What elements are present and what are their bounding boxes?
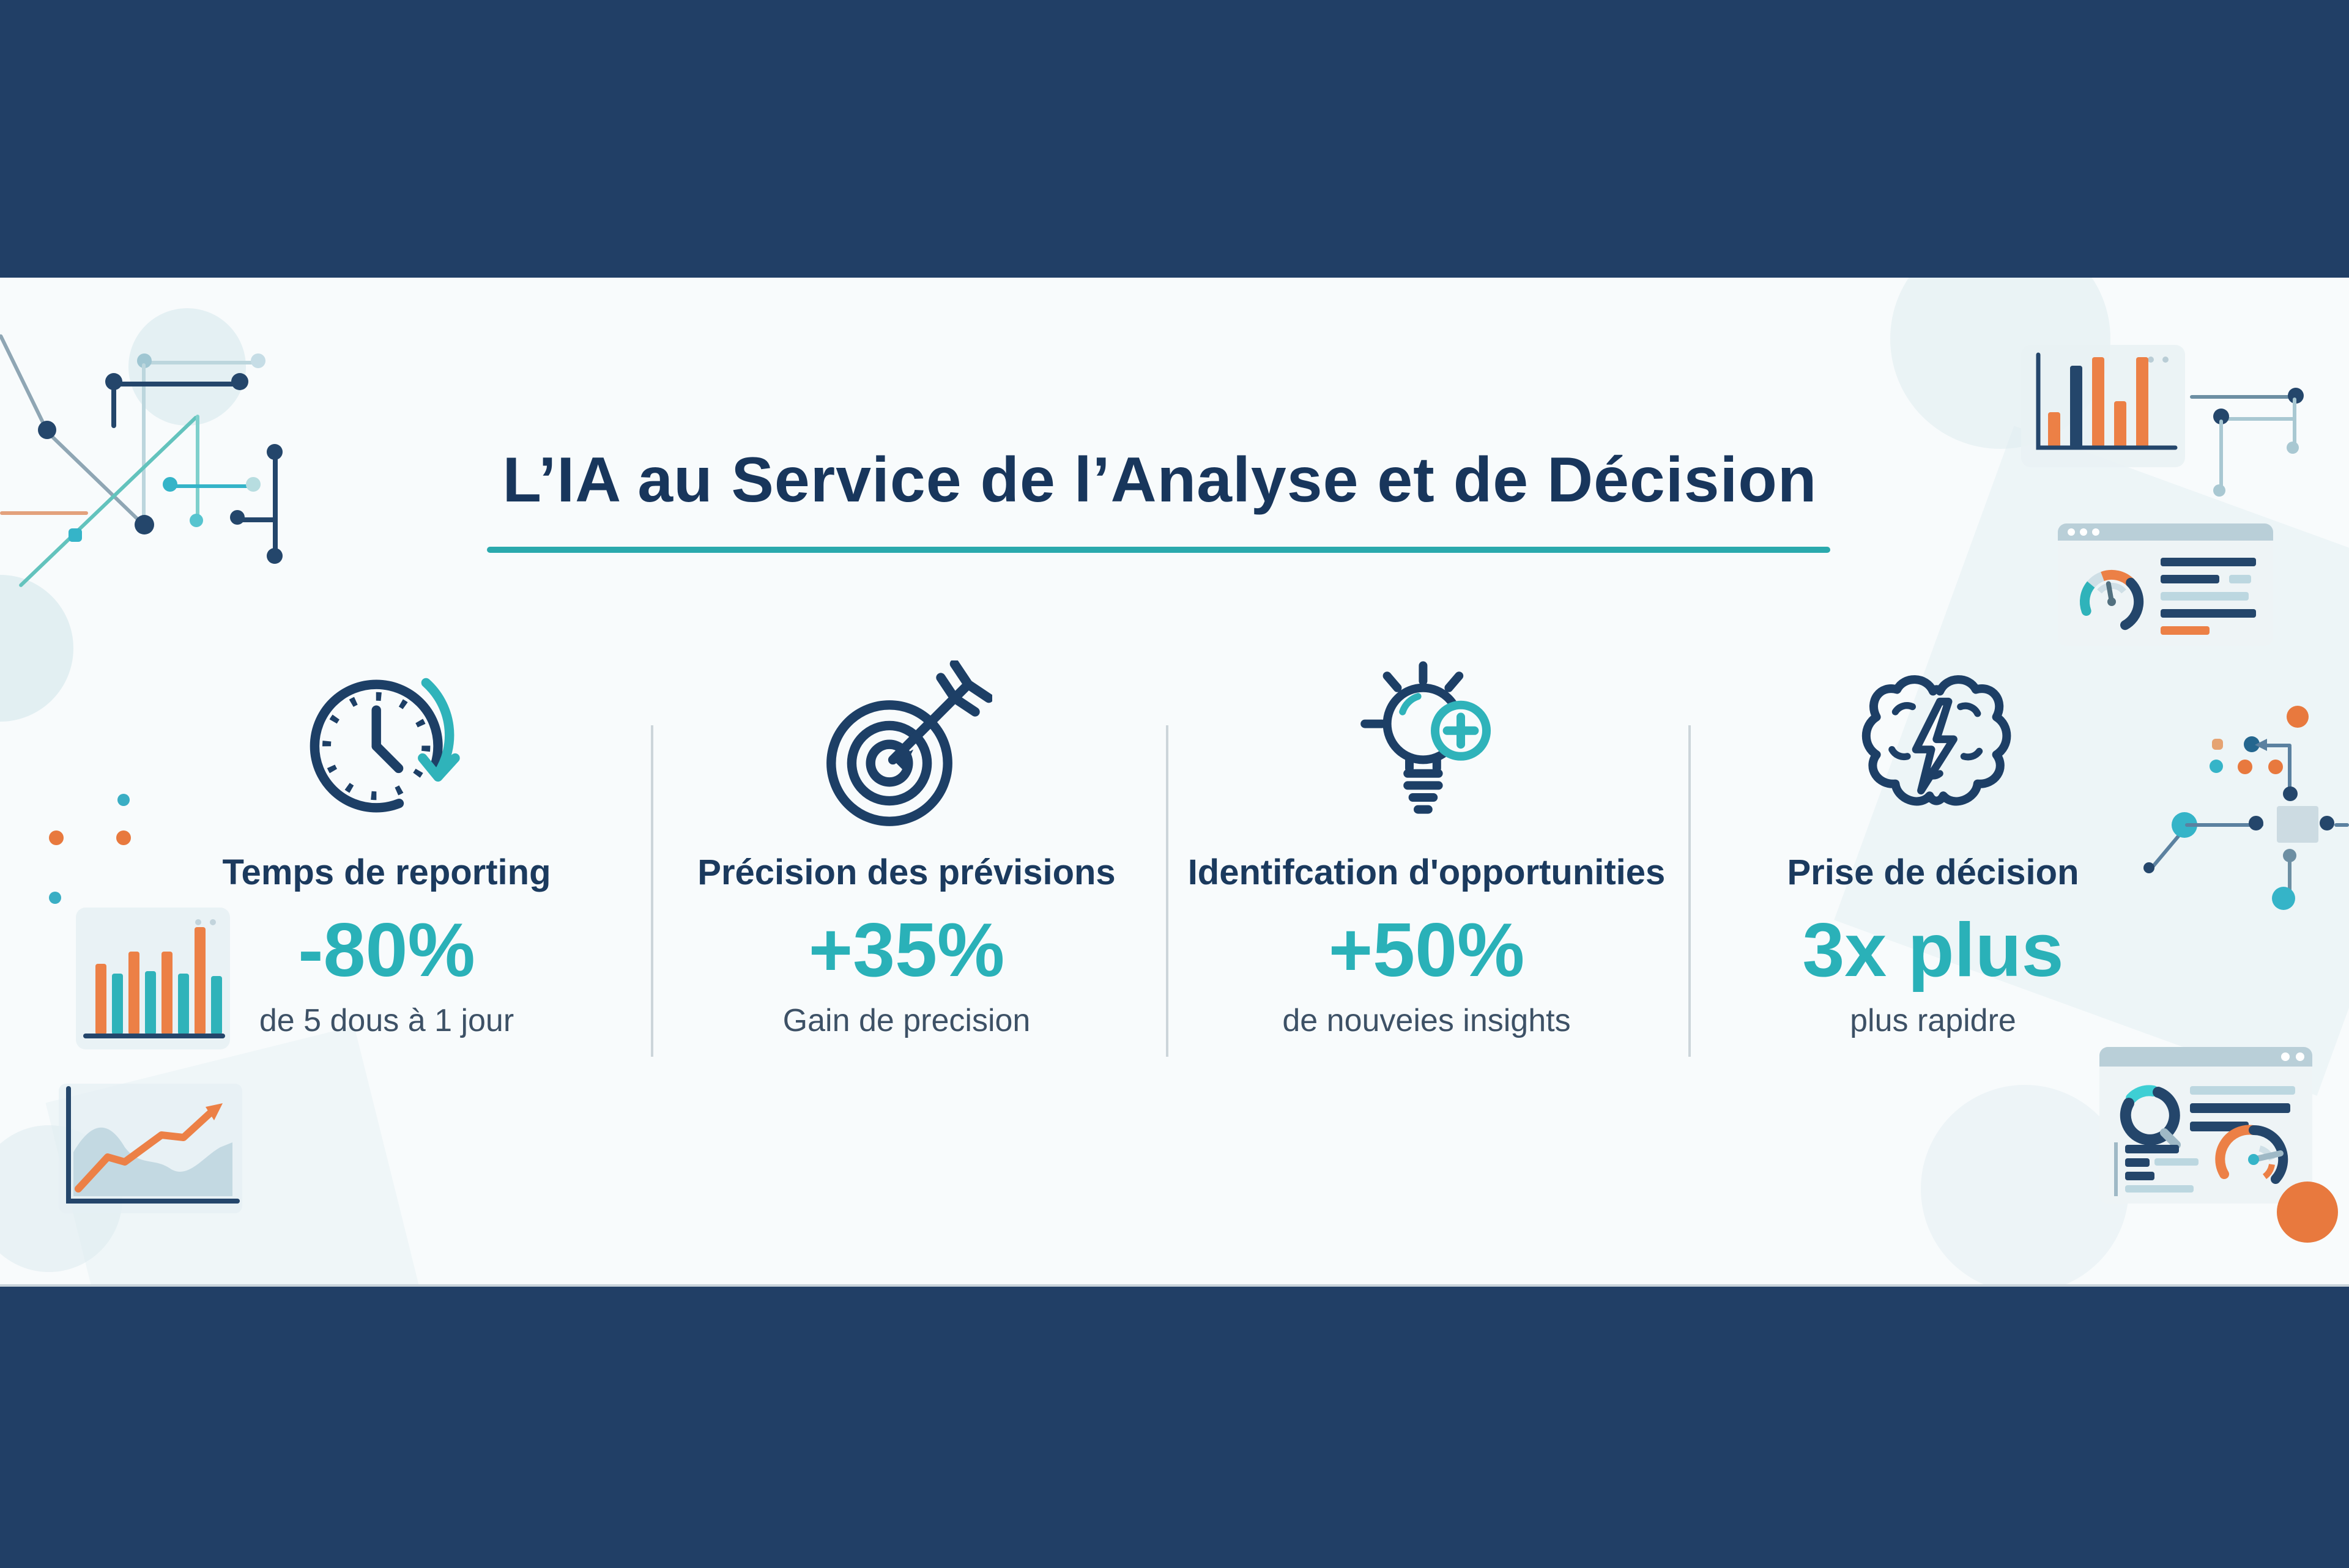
page-title: L’IA au Service de l’Analyse et de Décis… (502, 445, 1817, 516)
dashboard-donut-thumbnail (2099, 1047, 2312, 1204)
background-blob (0, 575, 73, 722)
top-band (0, 0, 2349, 278)
brain-lightning-icon (1861, 675, 2011, 806)
kpi-stat: 3x plus (1802, 909, 2064, 993)
kpi-column-precision: Précision des prévisions +35% Gain de pr… (662, 660, 1151, 1040)
bar-chart-thumbnail (2021, 345, 2185, 467)
title-underline (487, 547, 1830, 553)
kpi-column-opportunities: Identifcation d'opportunities +50% de no… (1157, 660, 1696, 1040)
kpi-label: Temps de reporting (222, 854, 551, 893)
kpi-stat: +50% (1328, 909, 1525, 993)
kpi-column-decision: Prise de décision 3x plus plus rapidre (1676, 660, 2190, 1040)
area-chart-thumbnail (59, 1084, 242, 1213)
lightbulb-plus-icon (1360, 661, 1491, 814)
dashboard-gauge-thumbnail (2058, 523, 2273, 646)
kpi-sublabel: plus rapidre (1850, 1002, 2016, 1038)
kpi-stat: -80% (298, 909, 475, 993)
background-blob (1921, 1085, 2129, 1284)
bottom-band (0, 1284, 2349, 1568)
kpi-stat: +35% (808, 909, 1005, 993)
content-area: L’IA au Service de l’Analyse et de Décis… (0, 278, 2349, 1284)
kpi-label: Précision des prévisions (697, 854, 1116, 893)
target-arrow-icon (826, 660, 992, 826)
kpi-label: Prise de décision (1787, 854, 2079, 893)
kpi-label: Identifcation d'opportunities (1187, 854, 1666, 893)
column-divider (1688, 725, 1691, 1057)
kpi-sublabel: de nouveies insights (1282, 1002, 1571, 1038)
kpi-sublabel: de 5 dous à 1 jour (259, 1002, 514, 1038)
column-divider (1166, 725, 1168, 1057)
clock-deadline-icon (310, 678, 460, 813)
column-divider (651, 725, 653, 1057)
kpi-column-reporting: Temps de reporting -80% de 5 dous à 1 jo… (142, 660, 631, 1040)
kpi-sublabel: Gain de precision (782, 1002, 1031, 1038)
orange-circle-decoration (2277, 1182, 2338, 1243)
bar-chart-thumbnail (76, 908, 230, 1049)
